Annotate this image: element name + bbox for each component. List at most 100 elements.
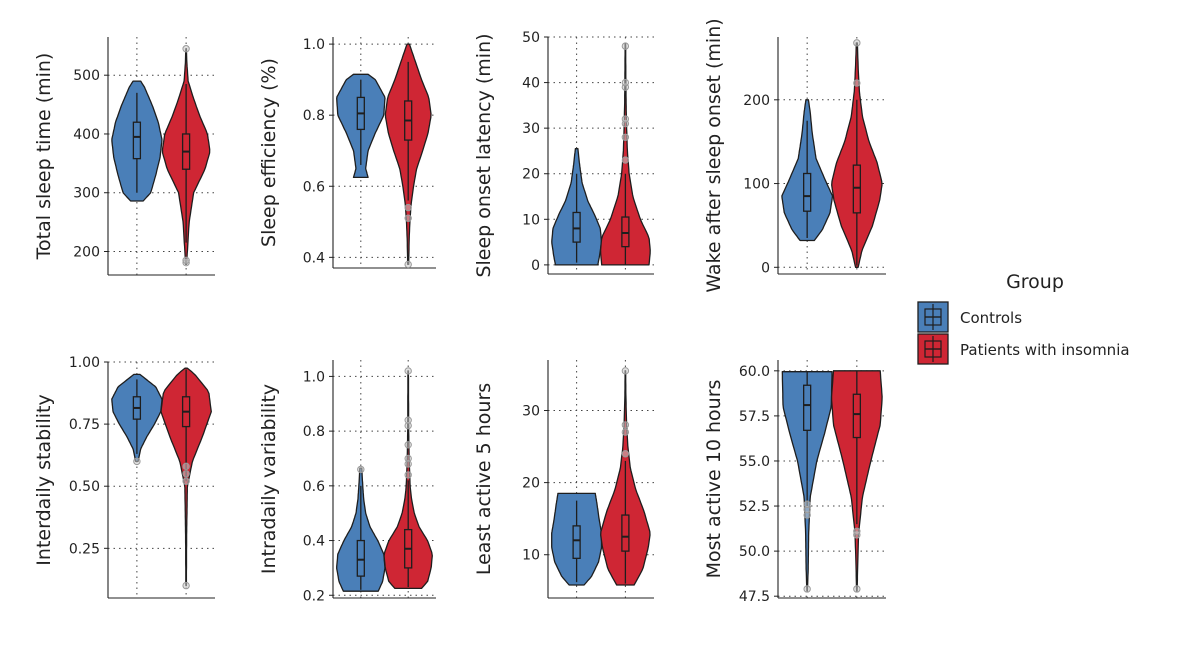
- panel-6: 0.2 0.4 0.6 0.8 1.0 Intradaily variability: [258, 360, 436, 604]
- violin-controls: [781, 99, 834, 242]
- outlier-point: [803, 500, 811, 508]
- iqr-box: [621, 216, 630, 248]
- outlier-point: [621, 78, 630, 87]
- legend-entry-controls: Controls: [917, 301, 1022, 333]
- outlier-point: [182, 462, 190, 471]
- y-tick-label: 500: [73, 68, 100, 84]
- y-tick-label: 0.8: [303, 108, 325, 124]
- violin-controls: [111, 373, 163, 466]
- y-tick-label: 47.5: [739, 589, 770, 605]
- outlier-point: [621, 367, 630, 375]
- panel-4: 0 100 200 Wake after sleep onset (min): [703, 18, 886, 293]
- outlier-point: [404, 260, 412, 269]
- iqr-box: [572, 525, 581, 559]
- panel-1: 200 300 400 500 Total sleep time (min): [33, 37, 215, 276]
- violin-controls: [111, 80, 163, 202]
- outlier-point: [404, 471, 412, 479]
- outlier-point: [621, 133, 630, 141]
- y-tick-label: 30: [522, 121, 540, 137]
- y-axis-title: Least active 5 hours: [473, 383, 495, 575]
- violin-insomnia: [600, 367, 651, 586]
- y-tick-label: 0.8: [303, 424, 325, 440]
- outlier-point: [621, 428, 630, 436]
- y-axis-title: Wake after sleep onset (min): [703, 18, 725, 292]
- y-tick-label: 0.50: [69, 479, 100, 495]
- outlier-point: [404, 214, 412, 222]
- violin-insomnia: [599, 42, 651, 266]
- outlier-point: [182, 256, 190, 265]
- legend-entry-insomnia: Patients with insomnia: [917, 333, 1130, 365]
- legend-label-insomnia: Patients with insomnia: [960, 341, 1130, 359]
- violin-controls: [781, 371, 833, 593]
- y-tick-label: 200: [743, 93, 770, 109]
- iqr-box: [803, 172, 812, 212]
- y-tick-label: 0: [761, 260, 770, 276]
- legend-label-controls: Controls: [960, 309, 1022, 327]
- violin-controls: [551, 148, 603, 266]
- outlier-point: [853, 39, 861, 47]
- outlier-point: [853, 527, 861, 535]
- iqr-box: [572, 211, 581, 243]
- y-tick-label: 10: [522, 548, 540, 564]
- panel-8: 47.5 50.0 52.5 55.0 57.5 60.0 Most active 10 h…: [703, 360, 886, 605]
- y-axis-title: Most active 10 hours: [703, 380, 725, 579]
- outlier-point: [404, 441, 412, 449]
- y-tick-label: 20: [522, 476, 540, 492]
- outlier-point: [621, 450, 630, 458]
- outlier-point: [133, 457, 141, 466]
- iqr-box: [621, 514, 630, 552]
- outlier-point: [621, 42, 630, 50]
- panel-3: 0 10 20 30 40 50 Sleep onset latency (min): [473, 30, 654, 278]
- y-tick-label: 400: [73, 127, 100, 143]
- iqr-box: [803, 384, 812, 431]
- y-tick-label: 200: [73, 244, 100, 260]
- outlier-point: [182, 477, 190, 485]
- iqr-box: [852, 164, 861, 214]
- outlier-point: [404, 416, 412, 424]
- violin-insomnia: [384, 43, 432, 269]
- y-tick-label: 0.4: [303, 250, 325, 266]
- violin-controls: [336, 465, 386, 592]
- y-tick-label: 20: [522, 167, 540, 183]
- y-tick-label: 30: [522, 403, 540, 419]
- panel-7: 10 20 30 Least active 5 hours: [473, 360, 654, 599]
- y-tick-label: 50.0: [739, 544, 770, 560]
- y-tick-label: 0.75: [69, 417, 100, 433]
- violin-insomnia: [831, 39, 883, 268]
- y-tick-label: 1.0: [303, 369, 325, 385]
- y-tick-label: 60.0: [739, 364, 770, 380]
- outlier-point: [182, 470, 190, 478]
- y-tick-label: 52.5: [739, 499, 770, 515]
- y-axis-title: Interdaily stability: [33, 394, 55, 565]
- y-tick-label: 0.6: [303, 479, 325, 495]
- y-tick-label: 55.0: [739, 454, 770, 470]
- y-tick-label: 0: [531, 258, 540, 274]
- violin-controls: [336, 73, 386, 179]
- y-tick-label: 100: [743, 177, 770, 193]
- violin-insomnia: [383, 367, 433, 590]
- panel-2: 0.4 0.6 0.8 1.0 Sleep efficiency (%): [258, 37, 436, 269]
- legend: Group Controls Patients with insomnia: [917, 271, 1130, 365]
- y-tick-label: 57.5: [739, 409, 770, 425]
- y-axis-title: Intradaily variability: [258, 384, 280, 574]
- outlier-point: [803, 585, 811, 593]
- iqr-box: [356, 539, 365, 577]
- violin-insomnia: [160, 367, 212, 590]
- y-axis-title: Total sleep time (min): [33, 53, 55, 261]
- outlier-point: [404, 454, 412, 463]
- y-axis-title: Sleep efficiency (%): [258, 58, 280, 247]
- outlier-point: [404, 367, 412, 375]
- panel-5: 0.25 0.50 0.75 1.00 Interdaily stability: [33, 355, 215, 599]
- outlier-point: [182, 45, 190, 53]
- legend-title: Group: [1006, 271, 1064, 293]
- iqr-box: [852, 393, 861, 439]
- y-tick-label: 0.2: [303, 588, 325, 604]
- y-tick-label: 1.0: [303, 37, 325, 53]
- violin-insomnia: [830, 370, 883, 593]
- violin-insomnia: [161, 45, 211, 267]
- y-tick-label: 0.25: [69, 541, 100, 557]
- y-tick-label: 0.4: [303, 534, 325, 550]
- violin-controls: [551, 492, 603, 586]
- outlier-point: [621, 115, 630, 123]
